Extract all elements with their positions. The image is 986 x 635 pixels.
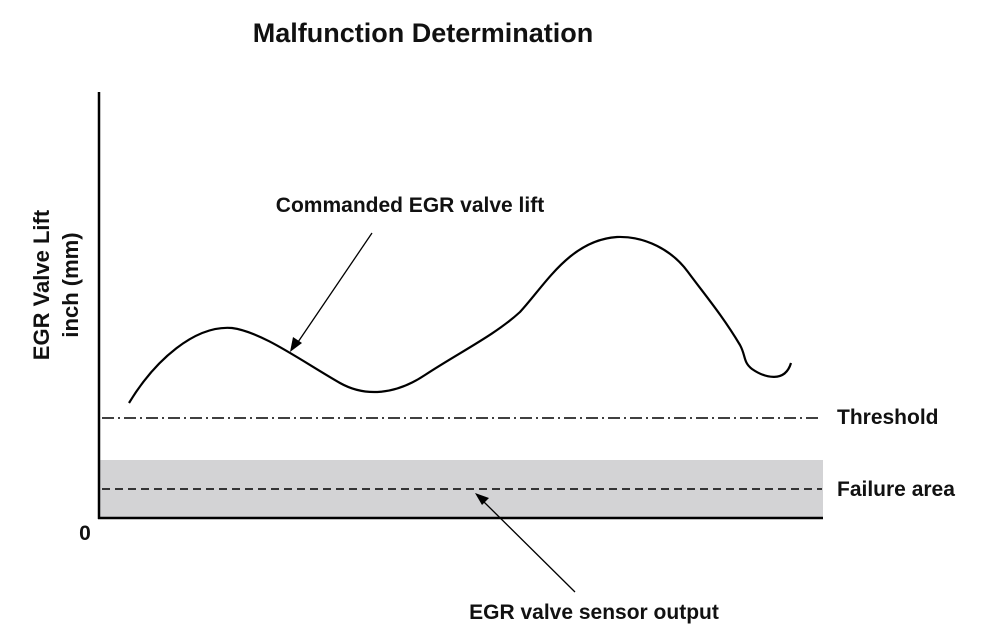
sensor-output-arrowhead bbox=[475, 493, 489, 505]
sensor-output-pointer bbox=[481, 499, 576, 593]
threshold-label: Threshold bbox=[837, 406, 939, 429]
origin-label: 0 bbox=[79, 522, 91, 545]
commanded-lift-curve bbox=[128, 235, 793, 404]
y-axis-label-line1: EGR Valve Lift bbox=[29, 209, 54, 360]
diagram-title: Malfunction Determination bbox=[253, 18, 594, 48]
commanded-lift-pointer bbox=[295, 232, 373, 346]
commanded-lift-label: Commanded EGR valve lift bbox=[276, 194, 544, 217]
commanded-lift-arrowhead bbox=[290, 337, 302, 352]
sensor-output-label: EGR valve sensor output bbox=[469, 601, 719, 624]
failure-area-label: Failure area bbox=[837, 478, 955, 501]
y-axis-label-line2: inch (mm) bbox=[58, 232, 83, 337]
